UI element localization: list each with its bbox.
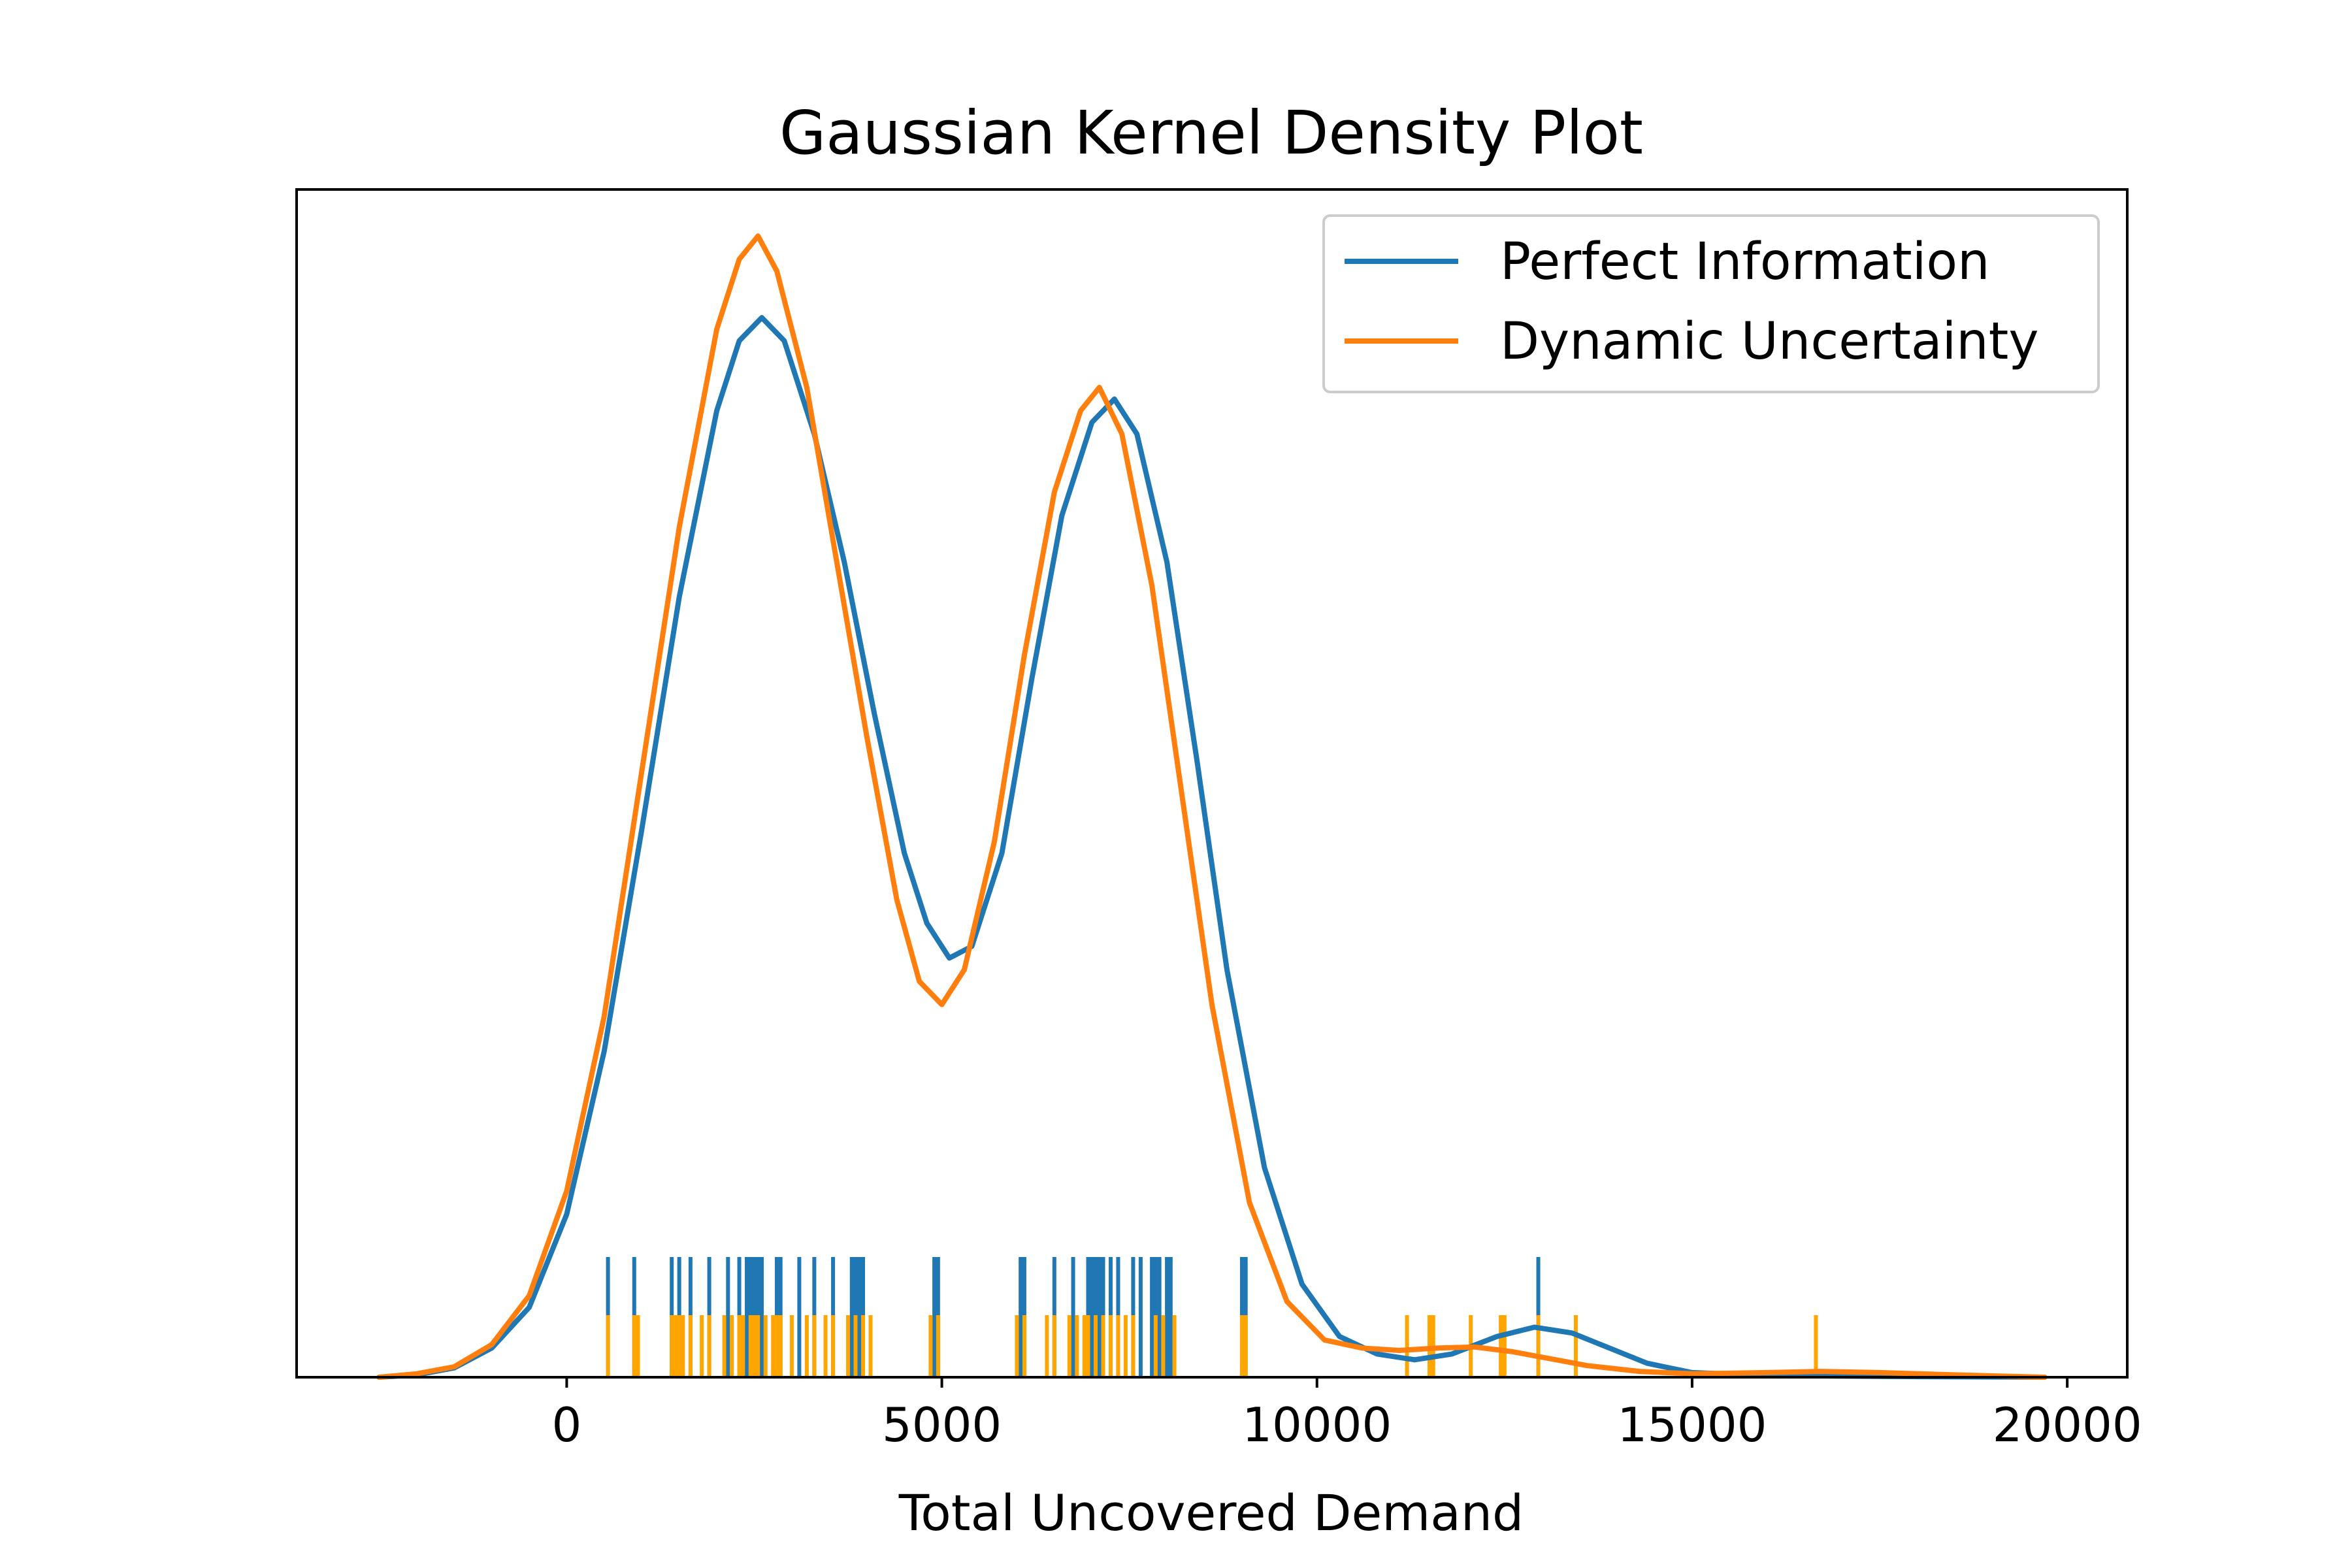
legend: Perfect Information Dynamic Uncertainty	[1322, 214, 2100, 393]
legend-label: Dynamic Uncertainty	[1500, 312, 2038, 371]
x-tick-label: 15000	[1617, 1397, 1767, 1452]
chart-title: Gaussian Kernel Density Plot	[779, 98, 1643, 168]
x-axis-ticks: 0 5000 10000 15000 20000	[552, 1377, 2142, 1452]
x-axis-label: Total Uncovered Demand	[898, 1484, 1524, 1542]
x-tick-label: 0	[552, 1397, 582, 1452]
legend-label: Perfect Information	[1500, 233, 1990, 291]
plot-area-frame	[295, 188, 2129, 1379]
x-tick-label: 10000	[1242, 1397, 1392, 1452]
rug-dynamic-uncertainty	[606, 1315, 1818, 1377]
density-line-perfect-information	[376, 315, 2048, 1380]
rug-layer	[606, 1257, 1818, 1377]
legend-box	[1322, 214, 2100, 393]
density-lines-layer	[376, 233, 2048, 1380]
x-tick-label: 5000	[882, 1397, 1002, 1452]
legend-entries: Perfect Information Dynamic Uncertainty	[1345, 233, 2038, 371]
x-tick-label: 20000	[1993, 1397, 2142, 1452]
density-line-dynamic-uncertainty	[376, 233, 2048, 1380]
